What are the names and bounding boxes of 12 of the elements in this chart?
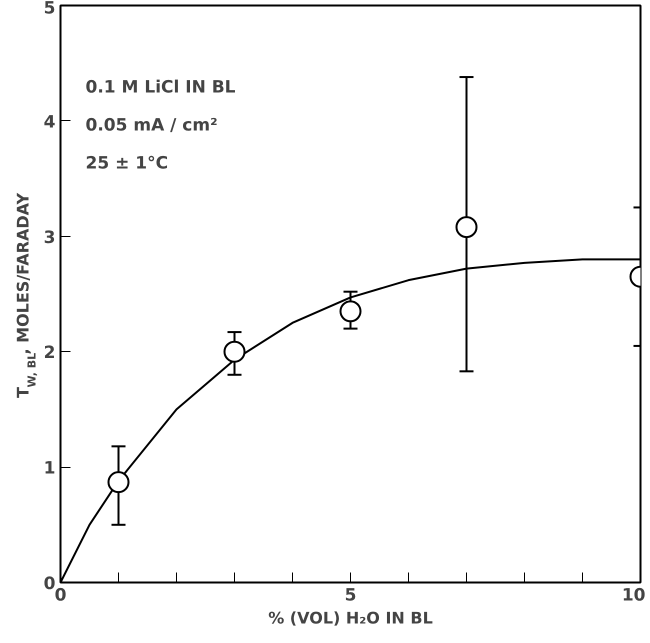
x-tick-label: 10	[622, 586, 646, 606]
annotation: 0.05 mA / cm²	[86, 116, 218, 136]
y-tick-label: 1	[44, 458, 56, 479]
y-tick-label: 2	[44, 343, 56, 364]
y-axis-title: TW, BL, MOLES/FARADAY	[14, 192, 38, 398]
y-tick-label: 5	[44, 0, 56, 18]
x-tick-label: 5	[344, 586, 356, 606]
annotation: 25 ± 1°C	[86, 154, 168, 174]
x-axis-title: % (VOL) H₂O IN BL	[268, 608, 433, 628]
y-tick-label: 3	[44, 228, 56, 248]
y-tick-label: 4	[44, 112, 56, 132]
annotation: 0.1 M LiCl IN BL	[86, 78, 236, 98]
